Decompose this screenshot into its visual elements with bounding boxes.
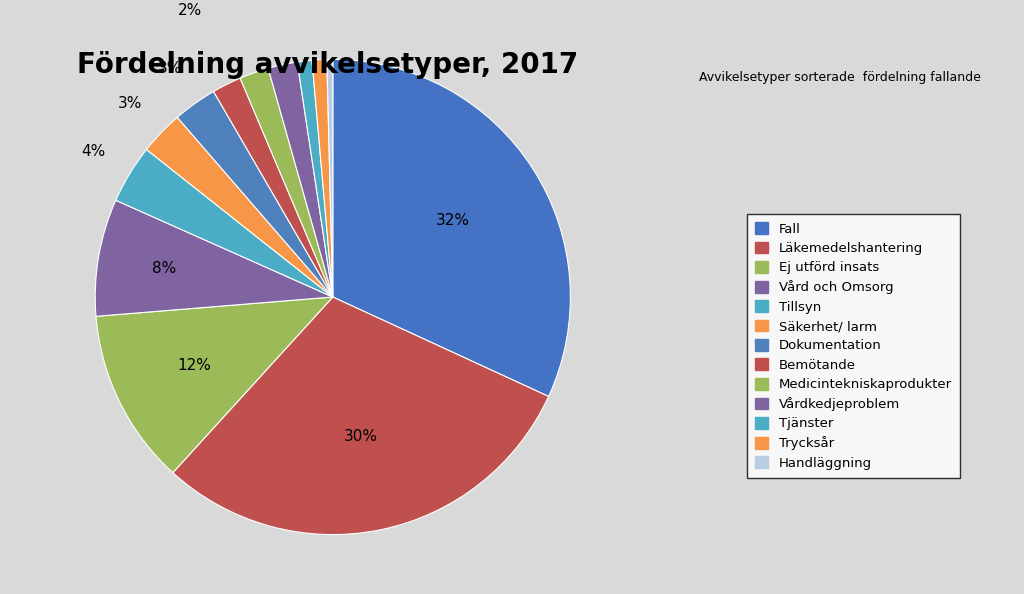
Text: Avvikelsetyper sorterade  fördelning fallande: Avvikelsetyper sorterade fördelning fall… [698, 71, 981, 84]
Text: 3%: 3% [158, 61, 182, 76]
Wedge shape [327, 59, 333, 297]
Text: 2%: 2% [177, 2, 202, 18]
Text: 3%: 3% [118, 96, 142, 110]
Wedge shape [96, 297, 333, 473]
Wedge shape [241, 68, 333, 297]
Wedge shape [214, 78, 333, 297]
Wedge shape [146, 118, 333, 297]
Text: 4%: 4% [81, 144, 105, 159]
Wedge shape [312, 59, 333, 297]
Wedge shape [173, 297, 549, 535]
Text: Fördelning avvikelsetyper, 2017: Fördelning avvikelsetyper, 2017 [77, 51, 579, 80]
Wedge shape [333, 59, 570, 396]
Text: 2%: 2% [214, 0, 239, 2]
Text: 30%: 30% [344, 429, 378, 444]
Wedge shape [95, 200, 333, 317]
Text: 12%: 12% [177, 358, 211, 372]
Wedge shape [268, 62, 333, 297]
Text: 8%: 8% [152, 261, 176, 276]
Wedge shape [177, 91, 333, 297]
Wedge shape [297, 61, 333, 297]
Wedge shape [116, 150, 333, 297]
Text: 32%: 32% [436, 213, 470, 228]
Legend: Fall, Läkemedelshantering, Ej utförd insats, Vård och Omsorg, Tillsyn, Säkerhet/: Fall, Läkemedelshantering, Ej utförd ins… [748, 214, 959, 478]
